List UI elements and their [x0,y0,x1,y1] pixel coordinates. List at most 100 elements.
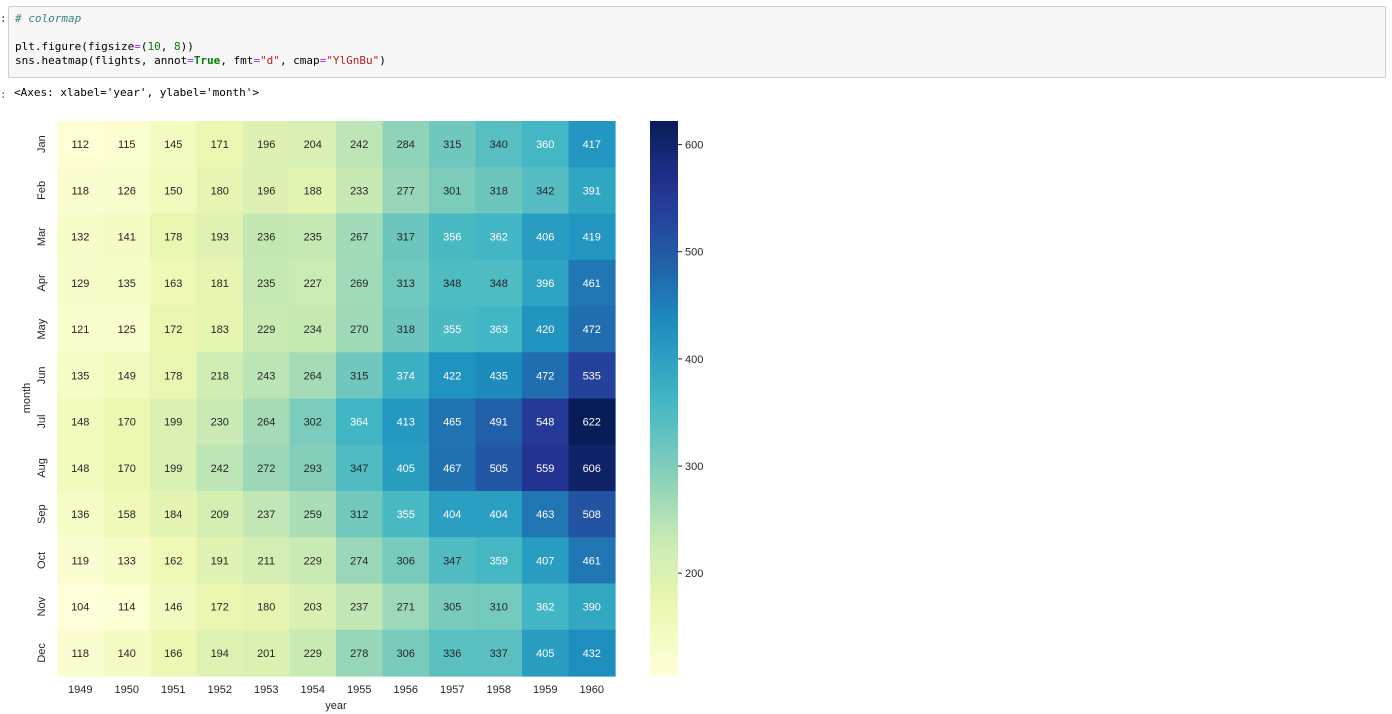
code-token: = [253,54,261,67]
heatmap-cell [150,259,198,307]
heatmap-cell [243,398,291,446]
heatmap-cell [336,121,384,168]
cell-annotation: 404 [443,509,461,521]
cell-annotation: 274 [350,555,368,567]
heatmap-cell [150,491,198,538]
cell-annotation: 170 [118,417,136,429]
cell-annotation: 150 [164,185,182,197]
cell-annotation: 121 [71,324,89,336]
code-token: 10 [147,40,161,53]
heatmap-cell [289,306,337,353]
cell-annotation: 272 [257,463,275,475]
cell-annotation: 104 [71,602,89,614]
heatmap-cell [429,167,477,215]
heatmap-cell [289,491,337,538]
x-tick-label: 1960 [580,684,604,696]
x-tick-label: 1954 [301,684,325,696]
heatmap-cell [150,537,198,585]
cell-annotation: 112 [71,139,89,151]
heatmap-cell [475,259,523,307]
cell-annotation: 405 [536,648,554,660]
heatmap-cell [382,121,430,168]
code-token: , [160,40,174,53]
output-repr: <Axes: xlabel='year', ylabel='month'> [14,86,260,99]
y-tick-label: Feb [36,181,48,200]
code-editor[interactable]: # colormap plt.figure(figsize=(10, 8)) s… [15,12,386,68]
x-tick-label: 1956 [394,684,418,696]
cell-annotation: 209 [211,509,229,521]
cell-annotation: 267 [350,232,368,244]
heatmap-cell [429,121,477,168]
heatmap-cell [568,398,616,446]
heatmap-cell [243,306,291,353]
colorbar-tick-label: 300 [685,461,703,473]
cell-annotation: 196 [257,139,275,151]
cell-annotation: 508 [583,509,601,521]
heatmap-cell [336,491,384,538]
heatmap-cell [522,167,570,215]
code-cell[interactable]: # colormap plt.figure(figsize=(10, 8)) s… [8,6,1386,78]
heatmap-cell [522,259,570,307]
cell-annotation: 203 [304,602,322,614]
cell-annotation: 420 [536,324,554,336]
heatmap-cell [196,629,244,677]
cell-annotation: 218 [211,370,229,382]
heatmap-cell [382,629,430,677]
cell-annotation: 606 [583,463,601,475]
cell-annotation: 133 [118,555,136,567]
heatmap-cell [150,213,198,261]
heatmap-cell [568,537,616,585]
heatmap-cell [475,213,523,261]
code-token: True [193,54,221,67]
heatmap-cell [568,213,616,261]
cell-annotation: 135 [71,370,89,382]
cell-annotation: 171 [211,139,229,151]
heatmap-cell [57,629,105,677]
y-tick-label: Oct [36,552,48,569]
code-token: = [134,40,141,53]
x-tick-label: 1958 [487,684,511,696]
heatmap-cell [475,306,523,353]
y-tick-label: Jul [36,415,48,429]
code-token: )) [180,40,194,53]
cell-annotation: 277 [397,185,415,197]
cell-annotation: 278 [350,648,368,660]
cell-annotation: 359 [490,555,508,567]
colorbar-tick-label: 200 [685,568,703,580]
x-tick-label: 1957 [440,684,464,696]
cell-annotation: 405 [397,463,415,475]
cell-annotation: 472 [583,324,601,336]
cell-annotation: 362 [536,602,554,614]
colorbar-tick-label: 600 [685,140,703,152]
cell-annotation: 347 [350,463,368,475]
heatmap-cell [103,121,151,168]
cell-annotation: 491 [490,417,508,429]
cell-annotation: 162 [164,555,182,567]
heatmap-cell [196,213,244,261]
heatmap-cell [475,444,523,492]
cell-annotation: 315 [350,370,368,382]
heatmap-cell [382,167,430,215]
heatmap-cell [196,306,244,353]
heatmap-cell [57,583,105,631]
heatmap-cell [429,213,477,261]
heatmap-cell [243,629,291,677]
heatmap-cell [103,537,151,585]
heatmap-cell [289,121,337,168]
heatmap-cell [429,398,477,446]
colorbar-tick-label: 500 [685,247,703,259]
cell-annotation: 148 [71,463,89,475]
x-tick-label: 1955 [347,684,371,696]
cell-annotation: 305 [443,602,461,614]
heatmap-cell [150,444,198,492]
heatmap-cell [103,398,151,446]
cell-annotation: 125 [118,324,136,336]
heatmap-cell [382,259,430,307]
x-tick-label: 1950 [115,684,139,696]
heatmap-cell [150,583,198,631]
cell-annotation: 118 [71,648,89,660]
y-tick-label: Jun [36,367,48,385]
cell-annotation: 360 [536,139,554,151]
cell-annotation: 194 [211,648,229,660]
heatmap-cell [243,537,291,585]
